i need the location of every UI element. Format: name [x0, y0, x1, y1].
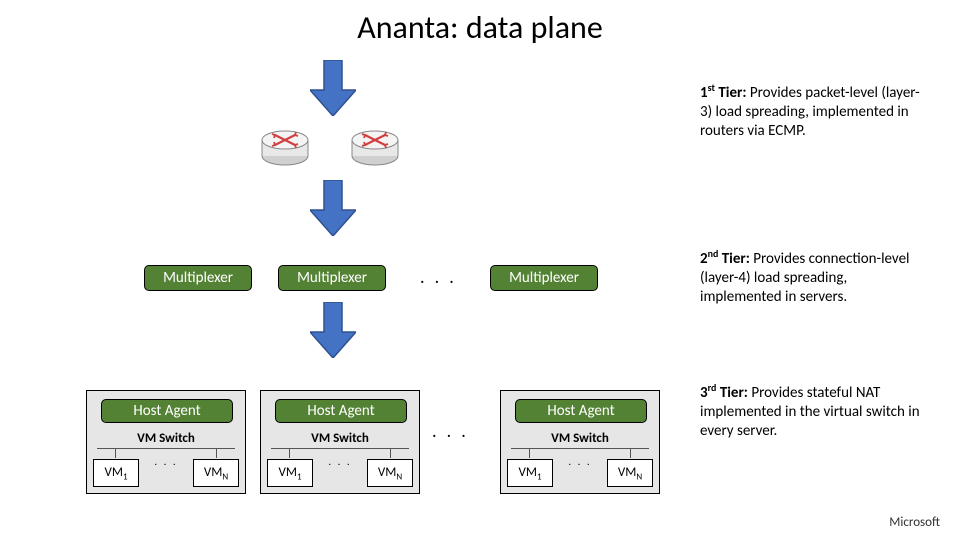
vm-line [511, 448, 649, 449]
arrow-bottom [310, 302, 356, 358]
host-agent-label: Host Agent [101, 399, 233, 423]
arrow-top [310, 60, 356, 116]
vm-line [271, 448, 409, 449]
host-agent-label: Host Agent [275, 399, 407, 423]
slide-title: Ananta: data plane [0, 8, 960, 47]
host-2: Host Agent VM Switch VM1 . . . VMN [260, 390, 420, 494]
arrow-mid [310, 180, 356, 236]
mux-ellipsis: . . . [420, 266, 457, 288]
router-2 [350, 130, 400, 166]
host-agent-label: Host Agent [515, 399, 647, 423]
vm-n: VMN [607, 459, 653, 487]
footer-text: Microsoft [889, 515, 940, 530]
vm-switch-label: VM Switch [501, 431, 659, 446]
multiplexer-1: Multiplexer [144, 265, 252, 291]
multiplexer-2: Multiplexer [278, 265, 386, 291]
vm-n: VMN [367, 459, 413, 487]
host-n: Host Agent VM Switch VM1 . . . VMN [500, 390, 660, 494]
tier3-note: 3rd Tier: Provides stateful NAT implemen… [700, 382, 938, 440]
router-1 [260, 130, 310, 166]
tier1-note: 1st Tier: Provides packet-level (layer-3… [700, 82, 930, 140]
tier2-note: 2nd Tier: Provides connection-level (lay… [700, 248, 930, 306]
vm-switch-label: VM Switch [87, 431, 245, 446]
multiplexer-n: Multiplexer [490, 265, 598, 291]
host-1: Host Agent VM Switch VM1 . . . VMN [86, 390, 246, 494]
vm-line [97, 448, 235, 449]
vm-n: VMN [193, 459, 239, 487]
host-ellipsis: . . . [432, 420, 469, 442]
vm-switch-label: VM Switch [261, 431, 419, 446]
